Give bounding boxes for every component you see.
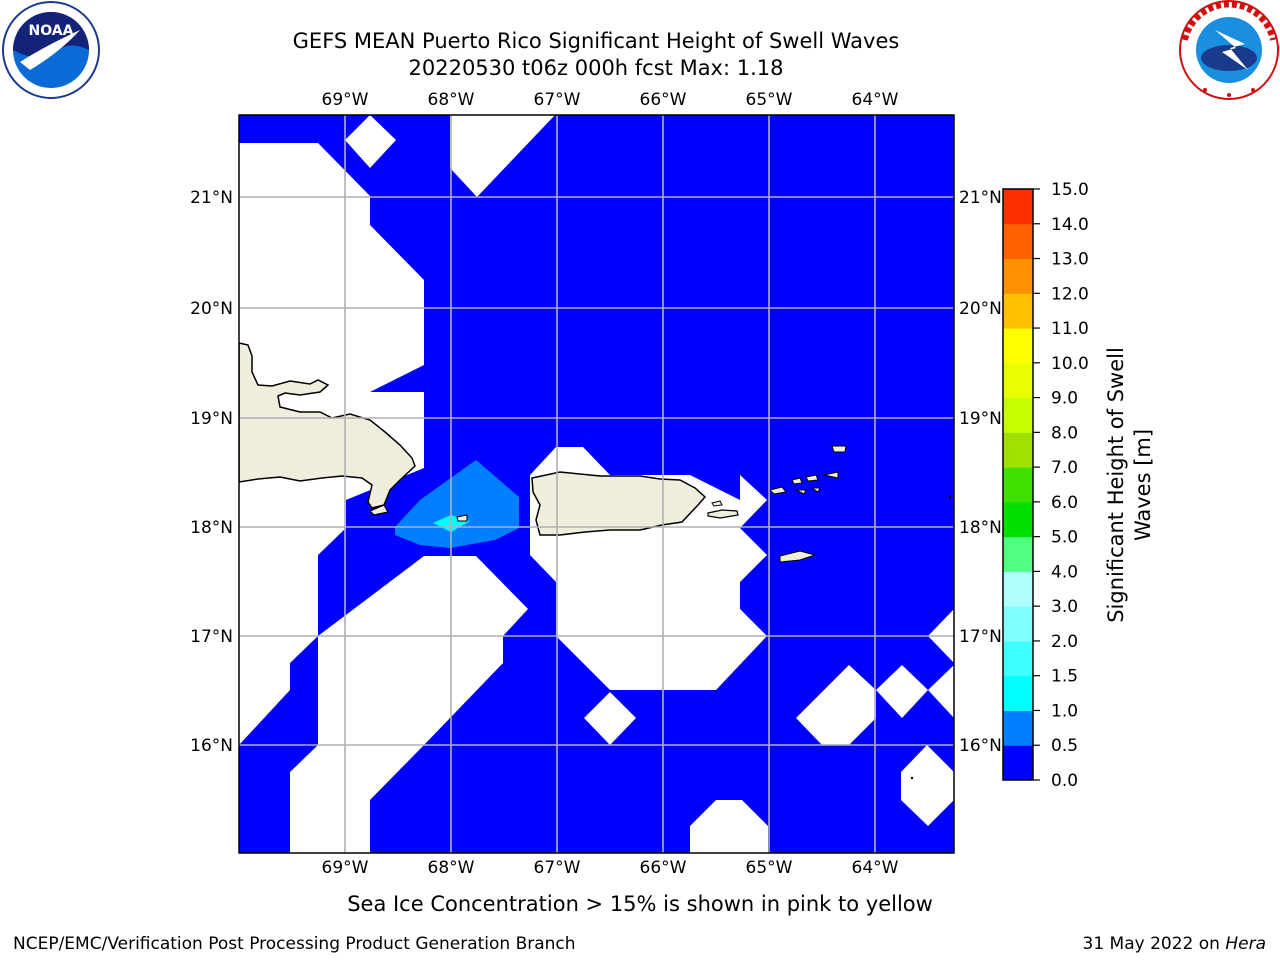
colorbar-cell	[1003, 571, 1033, 607]
colorbar-tick-label: 6.0	[1051, 493, 1078, 513]
lat-label: 16°N	[959, 736, 1002, 756]
nws-logo	[1179, 0, 1279, 100]
date-stamp: 31 May 2022 on Hera	[1083, 934, 1267, 954]
lat-labels-left: 21°N 20°N 19°N 18°N 17°N 16°N	[190, 188, 233, 756]
colorbar-cell	[1003, 536, 1033, 572]
lat-label: 17°N	[959, 627, 1002, 647]
lat-label: 16°N	[190, 736, 233, 756]
noaa-logo: NOAA	[2, 1, 100, 99]
colorbar-cell	[1003, 397, 1033, 433]
swell-patch-0.5m	[395, 460, 519, 548]
date-text: 31 May 2022 on	[1083, 934, 1226, 954]
colorbar-tick-label: 12.0	[1051, 284, 1089, 304]
lon-label: 69°W	[322, 858, 369, 878]
colorbar-tick-label: 1.5	[1051, 667, 1078, 687]
lat-label: 19°N	[190, 409, 233, 429]
puerto-rico-land	[531, 471, 707, 536]
lon-labels-bottom: 69°W 68°W 67°W 66°W 65°W 64°W	[322, 858, 899, 878]
colorbar-tick-label: 14.0	[1051, 215, 1089, 235]
lon-label: 69°W	[322, 90, 369, 110]
colorbar-tick-label: 10.0	[1051, 354, 1089, 374]
culebra-island	[711, 500, 723, 507]
lon-label: 67°W	[534, 90, 581, 110]
vieques-island	[707, 509, 739, 519]
colorbar-tick-label: 0.0	[1051, 771, 1078, 791]
sea-ice-note: Sea Ice Concentration > 15% is shown in …	[347, 892, 933, 916]
chart-subtitle: 20220530 t06z 000h fcst Max: 1.18	[409, 56, 784, 80]
colorbar-cell	[1003, 675, 1033, 711]
colorbar-label-line1: Significant Height of Swell	[1104, 347, 1128, 623]
colorbar-ticks: 0.0 0.5 1.0 1.5 2.0 3.0 4.0 5.0 6.0 7.0 8.0 9.0 10.0…	[1033, 180, 1089, 791]
colorbar-cell	[1003, 258, 1033, 294]
colorbar-cell	[1003, 501, 1033, 538]
colorbar-tick-label: 5.0	[1051, 528, 1078, 548]
lon-label: 65°W	[746, 858, 793, 878]
colorbar-cell	[1003, 710, 1033, 746]
colorbar-tick-label: 2.0	[1051, 632, 1078, 652]
colorbar-tick-label: 3.0	[1051, 597, 1078, 617]
lon-label: 68°W	[428, 858, 475, 878]
colorbar-cell	[1003, 189, 1033, 225]
chart-title: GEFS MEAN Puerto Rico Significant Height…	[293, 29, 900, 53]
lat-label: 18°N	[959, 518, 1002, 538]
lon-label: 64°W	[852, 858, 899, 878]
colorbar-cell	[1003, 606, 1033, 642]
colorbar-cells	[1003, 189, 1033, 781]
lat-labels-right: 21°N 20°N 19°N 18°N 17°N 16°N	[959, 188, 1002, 756]
colorbar-tick-label: 7.0	[1051, 458, 1078, 478]
colorbar-cell	[1003, 640, 1033, 677]
map-gridlines	[239, 115, 954, 853]
map-area	[239, 115, 954, 853]
map-frame	[238, 114, 955, 854]
colorbar-tick-label: 1.0	[1051, 701, 1078, 721]
colorbar-tick-label: 13.0	[1051, 250, 1089, 270]
lon-label: 64°W	[852, 90, 899, 110]
lat-label: 19°N	[959, 409, 1002, 429]
lon-label: 65°W	[746, 90, 793, 110]
lat-label: 20°N	[959, 299, 1002, 319]
lat-label: 18°N	[190, 518, 233, 538]
lon-label: 68°W	[428, 90, 475, 110]
lon-label: 66°W	[640, 858, 687, 878]
colorbar-cell	[1003, 745, 1033, 781]
colorbar-cell	[1003, 362, 1033, 399]
colorbar-cell	[1003, 467, 1033, 503]
lon-label: 67°W	[534, 858, 581, 878]
colorbar-cell	[1003, 223, 1033, 260]
colorbar: 0.0 0.5 1.0 1.5 2.0 3.0 4.0 5.0 6.0 7.0 8.0 9.0 10.0…	[1002, 180, 1089, 791]
machine-name: Hera	[1225, 934, 1266, 954]
colorbar-cell	[1003, 293, 1033, 329]
mona-island	[456, 514, 468, 522]
colorbar-cell	[1003, 328, 1033, 364]
credit-text: NCEP/EMC/Verification Post Processing Pr…	[13, 934, 576, 954]
lon-labels-top: 69°W 68°W 67°W 66°W 65°W 64°W	[322, 90, 899, 110]
lat-label: 21°N	[190, 188, 233, 208]
colorbar-cell	[1003, 432, 1033, 468]
colorbar-tick-label: 8.0	[1051, 423, 1078, 443]
colorbar-label-line2: Waves [m]	[1131, 429, 1155, 541]
saona-island	[368, 504, 389, 516]
lat-label: 20°N	[190, 299, 233, 319]
colorbar-tick-label: 4.0	[1051, 562, 1078, 582]
colorbar-frame	[1002, 188, 1034, 781]
noaa-logo-text: NOAA	[29, 23, 74, 39]
lat-label: 21°N	[959, 188, 1002, 208]
colorbar-tick-label: 0.5	[1051, 736, 1078, 756]
virgin-islands	[769, 445, 847, 563]
lon-label: 66°W	[640, 90, 687, 110]
colorbar-tick-label: 11.0	[1051, 319, 1089, 339]
lat-label: 17°N	[190, 627, 233, 647]
colorbar-tick-label: 9.0	[1051, 389, 1078, 409]
colorbar-tick-label: 15.0	[1051, 180, 1089, 200]
